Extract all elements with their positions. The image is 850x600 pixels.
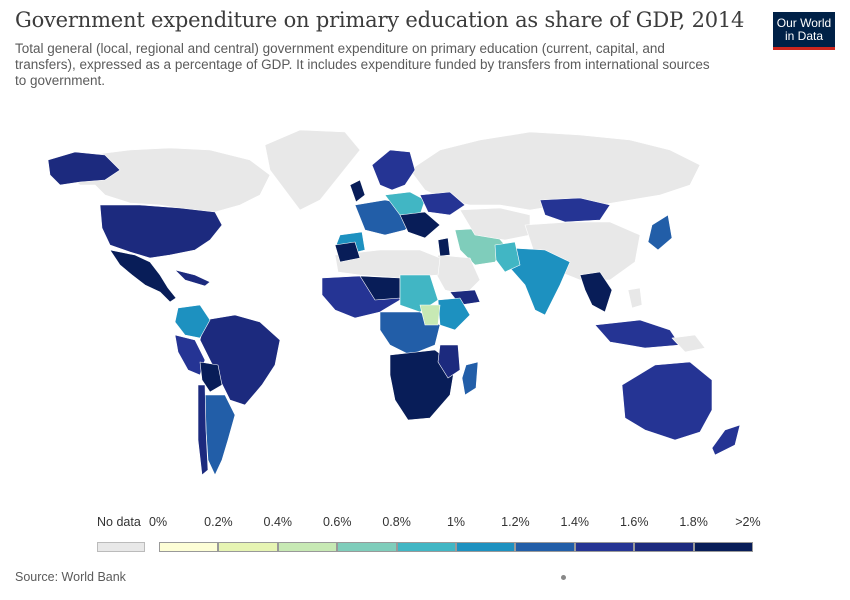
colombia-region (174, 304, 211, 339)
legend-tick-label: 0.6% (322, 515, 352, 529)
legend-bin (277, 542, 338, 552)
legend-tick-label: 0.8% (382, 515, 411, 529)
mongolia-region (539, 197, 611, 223)
timeline-dot-icon[interactable] (561, 575, 566, 580)
morocco-region (334, 241, 361, 263)
legend-tick-label: 1.2% (501, 515, 530, 529)
legend-bin (396, 542, 457, 552)
legend-bin (693, 542, 754, 552)
legend-no-data-swatch (97, 542, 145, 552)
legend-tick-label: 0.2% (204, 515, 233, 529)
usa-region (99, 204, 223, 259)
chile-region (197, 384, 209, 476)
greenland-region (264, 129, 361, 211)
bolivia-region (199, 361, 223, 393)
japan-region (647, 214, 673, 251)
india-region (509, 247, 571, 316)
russia-region (409, 131, 701, 211)
legend-tick-label: 0% (149, 515, 168, 529)
ethiopia-region (437, 297, 471, 331)
legend-bin (515, 542, 575, 552)
legend-tick-label: 1% (446, 515, 466, 529)
philippines-region (627, 287, 643, 309)
logo-line-1: Our World (776, 16, 832, 30)
pakistan-region (494, 241, 521, 273)
legend-tick-label: >2% (735, 515, 761, 529)
southeast-asia-region (579, 271, 613, 313)
legend-tick-label: 0.4% (263, 515, 293, 529)
legend-tick-label: 1.4% (560, 515, 590, 529)
chart-title: Government expenditure on primary educat… (15, 8, 745, 32)
legend-bin (574, 542, 635, 552)
legend-bin (634, 542, 694, 552)
legend-bin (337, 542, 397, 552)
legend-bin (456, 542, 516, 552)
mexico-region (109, 249, 177, 303)
png-region (671, 334, 706, 353)
legend-bin (159, 542, 219, 552)
australia-region (621, 361, 713, 441)
owid-logo[interactable]: Our World in Data (773, 12, 835, 50)
ukraine-region (419, 191, 466, 216)
peru-region (174, 334, 206, 376)
logo-line-2: in Data (784, 29, 824, 43)
uk-region (349, 179, 366, 203)
mozambique-region (437, 344, 461, 379)
madagascar-region (461, 361, 479, 396)
brazil-region (199, 314, 281, 406)
chart-subtitle: Total general (local, regional and centr… (15, 41, 710, 88)
legend-tick-label: 1.8% (679, 515, 708, 529)
legend-bin (218, 542, 278, 552)
legend-color-scale (159, 542, 754, 552)
alaska-region (47, 151, 121, 186)
legend-tick-label: 1.6% (619, 515, 649, 529)
north-africa-region (334, 249, 441, 279)
argentina-region (204, 394, 236, 476)
east-africa-region (419, 304, 441, 326)
levant-region (437, 237, 451, 257)
source-text: Source: World Bank (15, 570, 126, 584)
scandinavia-region (371, 149, 416, 191)
central-europe-region (384, 191, 426, 216)
caribbean-region (174, 269, 211, 287)
balkans-region (399, 211, 441, 239)
new-zealand-region (711, 424, 741, 456)
legend-no-data-label: No data (97, 515, 141, 529)
indonesia-region (594, 319, 681, 349)
